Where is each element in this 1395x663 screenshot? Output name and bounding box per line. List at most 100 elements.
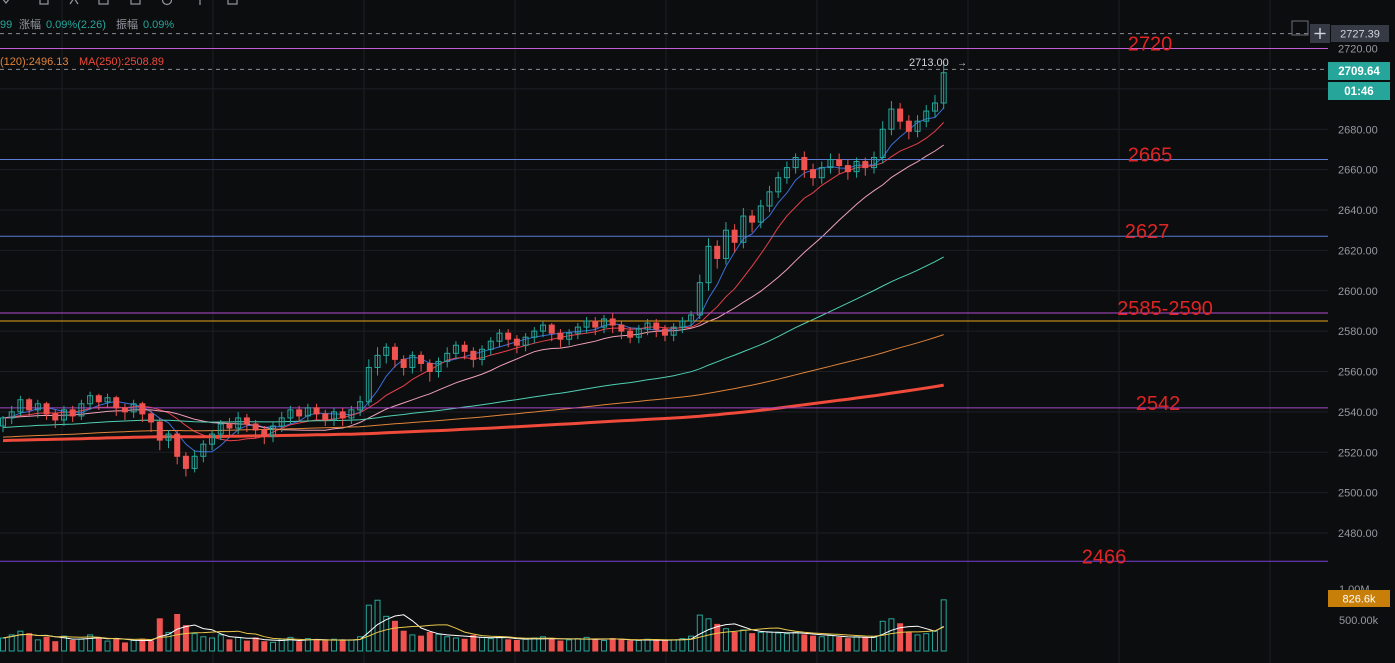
volume-bar bbox=[217, 634, 224, 652]
volume-bar bbox=[566, 639, 573, 652]
candle-body bbox=[653, 322, 660, 330]
price-tick-label: 2520.00 bbox=[1338, 447, 1378, 459]
indicator-icon[interactable] bbox=[39, 0, 49, 5]
candle-body bbox=[87, 395, 94, 405]
candle-body bbox=[121, 407, 128, 413]
candle-body bbox=[139, 403, 146, 415]
candle-body bbox=[330, 411, 337, 421]
candle-body bbox=[871, 157, 877, 169]
candle-body bbox=[52, 413, 59, 421]
volume-bar bbox=[104, 640, 111, 652]
candle-body bbox=[592, 320, 599, 328]
candle-body bbox=[174, 433, 181, 457]
candle-body bbox=[8, 411, 15, 419]
change-label: 涨幅 bbox=[19, 18, 41, 31]
volume-bar bbox=[688, 635, 695, 652]
candle-body bbox=[357, 401, 364, 411]
level-line-layer bbox=[0, 33, 1328, 562]
candle-body bbox=[17, 399, 24, 413]
candle-body bbox=[566, 332, 573, 340]
current-price-badge bbox=[1328, 62, 1390, 80]
volume-bar bbox=[783, 633, 790, 652]
volume-bar bbox=[374, 599, 381, 652]
candle-body bbox=[670, 326, 677, 336]
volume-bar bbox=[914, 634, 921, 652]
volume-bar bbox=[400, 630, 407, 652]
candle-body bbox=[34, 403, 41, 411]
price-tick-label: 2580.00 bbox=[1338, 326, 1378, 338]
candle-body bbox=[200, 443, 207, 457]
candle-body bbox=[461, 344, 468, 352]
volume-bar bbox=[43, 636, 50, 652]
price-tick-label: 2500.00 bbox=[1338, 488, 1378, 500]
volume-bar bbox=[592, 638, 599, 652]
candle-body bbox=[113, 397, 120, 409]
candle-body bbox=[278, 417, 285, 427]
volume-bar bbox=[17, 630, 24, 652]
maximize-button[interactable] bbox=[1291, 20, 1309, 36]
volume-bar bbox=[731, 631, 738, 652]
volume-bar bbox=[583, 636, 590, 652]
candle-body bbox=[104, 397, 111, 403]
chevron-down-icon[interactable] bbox=[2, 0, 10, 4]
level-label: 2585-2590 bbox=[1117, 298, 1213, 320]
candle-body bbox=[600, 318, 607, 328]
candle-body bbox=[722, 229, 729, 259]
amplitude-value: 0.09% bbox=[143, 19, 174, 31]
candle-layer bbox=[0, 62, 947, 477]
volume-bar bbox=[34, 639, 41, 652]
change-value: 0.09%(2.26) bbox=[46, 19, 106, 31]
volume-bar bbox=[600, 639, 607, 652]
volume-bar bbox=[801, 634, 808, 652]
layout-icon[interactable] bbox=[98, 0, 109, 5]
volume-bar bbox=[879, 620, 886, 652]
candle-body bbox=[339, 411, 346, 419]
volume-bar bbox=[156, 618, 163, 652]
candle-body bbox=[191, 455, 198, 469]
candle-body bbox=[574, 326, 581, 334]
candle-body bbox=[243, 417, 250, 425]
volume-ma-10 bbox=[2, 624, 944, 641]
maximize-icon[interactable] bbox=[1291, 20, 1309, 36]
candle-body bbox=[557, 332, 564, 340]
candle-body bbox=[627, 330, 634, 338]
top-price-badge-text: 2727.39 bbox=[1340, 29, 1380, 41]
candle-body bbox=[209, 433, 216, 445]
volume-bar bbox=[505, 639, 512, 652]
candle-body bbox=[609, 318, 616, 326]
template-icon[interactable] bbox=[130, 0, 141, 5]
candle-body bbox=[452, 344, 459, 354]
candle-body bbox=[365, 366, 372, 403]
volume-bar bbox=[862, 637, 869, 652]
candle-body bbox=[931, 102, 938, 112]
volume-bar bbox=[95, 637, 102, 652]
amplitude-label: 振幅 bbox=[116, 17, 138, 31]
candle-body bbox=[409, 354, 416, 368]
settings-icon[interactable] bbox=[161, 0, 173, 6]
volume-bar bbox=[243, 640, 250, 652]
candle-body bbox=[130, 403, 137, 413]
ma-line-20 bbox=[2, 144, 944, 431]
volume-bar bbox=[226, 639, 233, 652]
candle-body bbox=[940, 72, 947, 104]
drawing-icon[interactable] bbox=[69, 0, 79, 5]
candle-body bbox=[879, 128, 886, 159]
candle-body bbox=[391, 346, 398, 360]
add-price-alert-button[interactable] bbox=[1310, 24, 1330, 43]
screenshot-icon[interactable] bbox=[227, 0, 238, 5]
volume-bar bbox=[313, 639, 320, 652]
candle-body bbox=[923, 110, 930, 122]
volume-ma-5 bbox=[2, 614, 944, 642]
volume-bar bbox=[52, 641, 59, 652]
candle-body bbox=[801, 157, 808, 171]
price-tick-label: 2660.00 bbox=[1338, 165, 1378, 177]
price-tick-label: 2720.00 bbox=[1338, 44, 1378, 56]
candle-body bbox=[635, 328, 642, 338]
candle-body bbox=[540, 324, 547, 332]
volume-bar bbox=[113, 638, 120, 652]
candle-body bbox=[618, 324, 625, 332]
candle-body bbox=[148, 413, 155, 423]
candle-body bbox=[444, 352, 451, 362]
